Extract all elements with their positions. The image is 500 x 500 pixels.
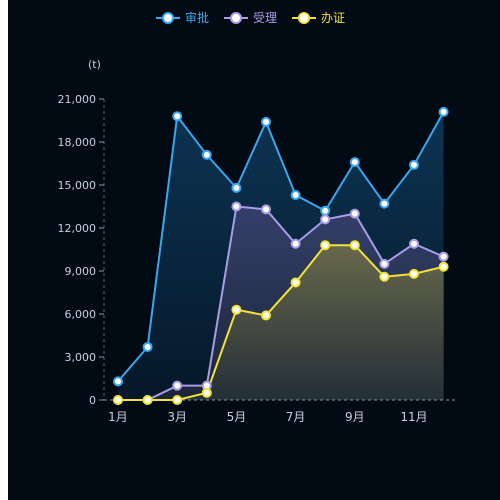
- data-point[interactable]: [438, 261, 449, 272]
- legend-item[interactable]: 审批: [155, 11, 209, 25]
- y-tick-label: 12,000: [58, 222, 97, 235]
- area-fills: [118, 111, 444, 401]
- legend-item[interactable]: 受理: [223, 11, 277, 25]
- series-line-1: [118, 205, 444, 401]
- data-point[interactable]: [379, 271, 390, 282]
- y-tick-label: 15,000: [58, 179, 97, 192]
- y-unit-label: (t): [88, 58, 101, 71]
- data-point[interactable]: [349, 240, 360, 251]
- axes: 0 3,000 6,000 9,000 12,000 15,000 18,000 21,000…: [58, 93, 458, 424]
- y-tick-label: 6,000: [65, 308, 97, 321]
- data-point[interactable]: [349, 208, 360, 219]
- data-point[interactable]: [320, 240, 331, 251]
- x-tick-label: 3月: [167, 410, 187, 424]
- data-point[interactable]: [261, 116, 271, 127]
- x-tick-label: 11月: [400, 410, 427, 424]
- data-point[interactable]: [231, 304, 242, 315]
- legend-marker-icon: [292, 12, 316, 24]
- data-point[interactable]: [142, 395, 153, 405]
- data-point[interactable]: [409, 268, 419, 279]
- y-tick-label: 21,000: [58, 93, 97, 106]
- data-point[interactable]: [261, 204, 271, 215]
- legend-marker-icon: [223, 12, 248, 24]
- series-points: [113, 106, 449, 405]
- x-tick-label: 9月: [345, 410, 365, 424]
- x-tick-label: 1月: [108, 410, 128, 424]
- legend-marker-icon: [155, 12, 180, 24]
- legend-label: 受理: [252, 11, 277, 25]
- data-point[interactable]: [320, 205, 331, 216]
- data-point[interactable]: [409, 159, 419, 170]
- y-tick-label: 18,000: [58, 136, 97, 149]
- data-point[interactable]: [172, 395, 183, 405]
- y-tick-label: 0: [89, 394, 96, 407]
- x-tick-label: 5月: [227, 410, 247, 424]
- data-point[interactable]: [231, 182, 242, 193]
- data-point[interactable]: [349, 157, 360, 168]
- y-tick-label: 9,000: [65, 265, 97, 278]
- legend-item[interactable]: 办证: [291, 11, 345, 25]
- data-point[interactable]: [379, 198, 390, 209]
- area-fill-series-2: [118, 245, 444, 400]
- data-point[interactable]: [438, 251, 449, 262]
- data-point[interactable]: [290, 190, 301, 201]
- data-point[interactable]: [142, 341, 153, 352]
- data-point[interactable]: [201, 149, 212, 160]
- x-tick-label: 7月: [286, 410, 306, 424]
- data-point[interactable]: [172, 380, 183, 391]
- legend-label: 办证: [321, 11, 346, 25]
- y-tick-label: 3,000: [65, 351, 97, 364]
- legend: 审批 受理 办证: [0, 11, 500, 25]
- series-line-0: [117, 111, 445, 383]
- data-point[interactable]: [290, 238, 301, 249]
- data-point[interactable]: [320, 214, 331, 225]
- data-point[interactable]: [261, 310, 271, 321]
- data-point[interactable]: [438, 106, 449, 117]
- data-point[interactable]: [113, 395, 123, 405]
- data-point[interactable]: [113, 376, 123, 387]
- data-point[interactable]: [290, 277, 301, 288]
- data-point[interactable]: [201, 387, 212, 398]
- data-point[interactable]: [379, 258, 390, 269]
- data-point[interactable]: [172, 111, 183, 122]
- data-point[interactable]: [231, 201, 242, 212]
- data-point[interactable]: [409, 238, 419, 249]
- legend-label: 审批: [184, 11, 209, 25]
